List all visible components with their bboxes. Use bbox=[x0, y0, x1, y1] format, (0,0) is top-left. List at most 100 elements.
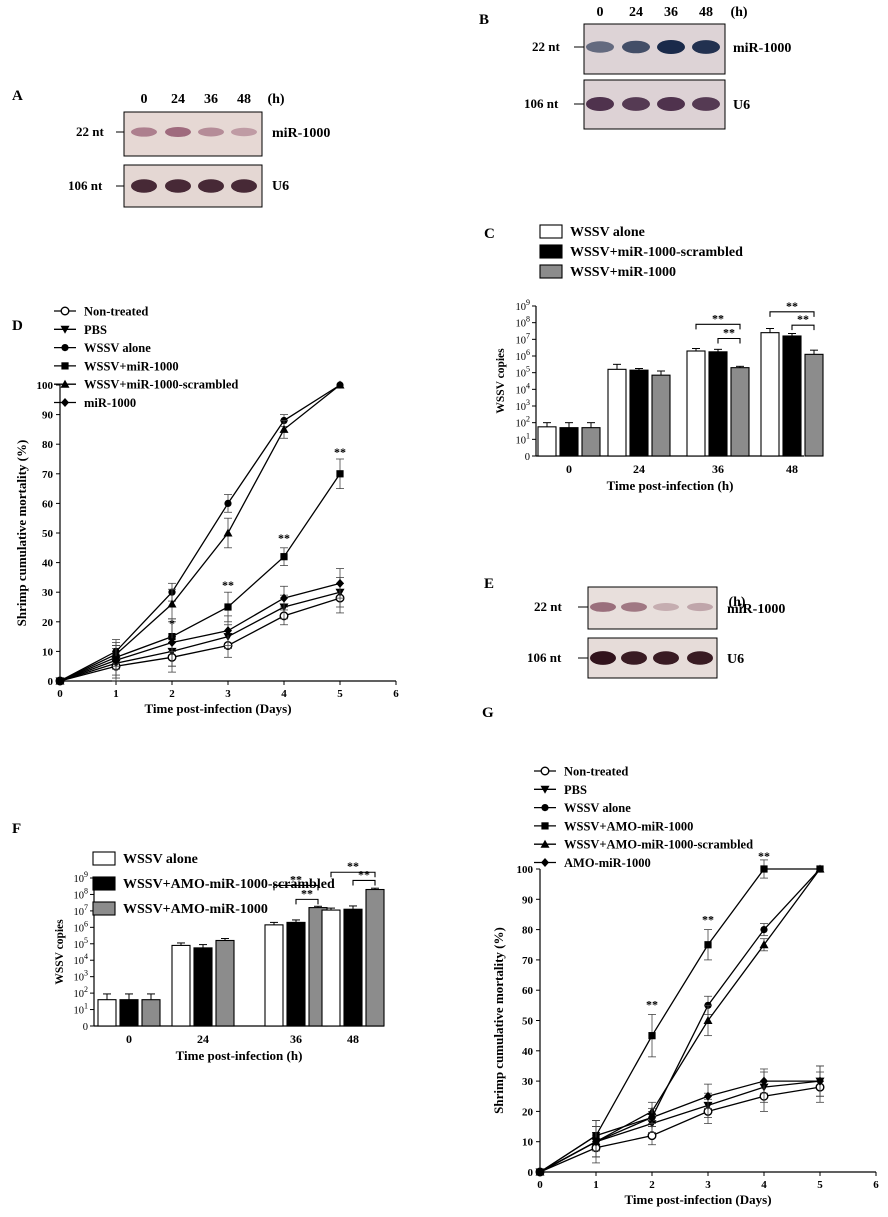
data-point bbox=[759, 940, 769, 949]
legend-swatch bbox=[92, 901, 116, 916]
x-tick-label: 5 bbox=[337, 688, 343, 700]
x-tick-label: 6 bbox=[393, 688, 399, 700]
y-tick-label: 104 bbox=[516, 381, 531, 396]
panel-letter-e: E bbox=[484, 576, 494, 592]
legend-label: WSSV alone bbox=[123, 852, 198, 867]
data-point bbox=[703, 1016, 713, 1024]
blot-b-row2-label: U6 bbox=[733, 98, 750, 113]
legend-label: WSSV+miR-1000 bbox=[84, 359, 179, 373]
blot-a-time-36: 36 bbox=[204, 92, 218, 107]
y-tick-label: 105 bbox=[74, 936, 89, 951]
y-tick-label: 103 bbox=[74, 969, 89, 984]
y-tick-label: 0 bbox=[83, 1022, 88, 1033]
data-point bbox=[541, 858, 549, 867]
blot-a-time-unit: (h) bbox=[267, 92, 284, 107]
legend-label: WSSV alone bbox=[570, 225, 645, 240]
significance-bracket bbox=[330, 871, 376, 878]
data-point bbox=[536, 1167, 544, 1177]
blot-a-row1-size: 22 nt bbox=[76, 124, 104, 139]
series-line bbox=[59, 473, 341, 682]
y-tick-label: 101 bbox=[74, 1002, 89, 1017]
blot-a-band bbox=[131, 179, 157, 193]
series-pbs bbox=[535, 1065, 825, 1177]
x-tick-label: 24 bbox=[197, 1032, 209, 1046]
blot-b-time-24: 24 bbox=[629, 5, 643, 20]
y-axis-label: Shrimp cumulative mortality (%) bbox=[14, 440, 29, 627]
blot-a-band bbox=[131, 127, 157, 137]
blot-e-band bbox=[590, 651, 616, 665]
y-axis-label: WSSV copies bbox=[495, 348, 507, 414]
blot-b-time-0: 0 bbox=[597, 5, 604, 20]
blot-b-band bbox=[622, 97, 650, 111]
series-wssv-amo-mir-1000 bbox=[536, 859, 824, 1176]
blot-a-row2-size: 106 nt bbox=[68, 178, 103, 193]
data-point bbox=[223, 528, 233, 537]
significance-label: ** bbox=[786, 299, 798, 313]
legend-label: Non-treated bbox=[84, 305, 148, 319]
data-point bbox=[704, 941, 712, 949]
panel-letter-g: G bbox=[482, 705, 494, 721]
bar bbox=[119, 999, 139, 1027]
x-tick-label: 2 bbox=[649, 1179, 655, 1191]
blot-e-band bbox=[590, 602, 616, 612]
x-tick-label: 24 bbox=[633, 462, 645, 476]
data-point bbox=[224, 626, 232, 636]
x-tick-label: 36 bbox=[290, 1032, 302, 1046]
x-tick-label: 4 bbox=[761, 1179, 767, 1191]
blot-panel-e: 0 24 36 48 (h) 22 nt 106 nt miR-1000 U6 bbox=[527, 586, 785, 679]
series-non-treated bbox=[535, 1071, 825, 1177]
significance-label: ** bbox=[758, 849, 770, 863]
series-line bbox=[59, 582, 341, 682]
x-tick-label: 4 bbox=[281, 688, 287, 700]
series-line bbox=[539, 868, 821, 1173]
blot-a-band bbox=[165, 179, 191, 193]
legend-label: miR-1000 bbox=[84, 396, 136, 410]
x-tick-label: 48 bbox=[347, 1032, 359, 1046]
bar bbox=[686, 350, 706, 457]
x-tick-label: 0 bbox=[126, 1032, 132, 1046]
series-wssv-alone bbox=[536, 865, 824, 1176]
blot-a-row2-label: U6 bbox=[272, 179, 289, 194]
blot-b-band bbox=[657, 96, 685, 112]
significance-label: ** bbox=[712, 311, 724, 325]
data-point bbox=[60, 325, 70, 334]
significance-label: ** bbox=[702, 913, 714, 927]
data-point bbox=[540, 839, 550, 848]
legend-label: WSSV+AMO-miR-1000-scrambled bbox=[123, 877, 335, 892]
y-tick-label: 103 bbox=[516, 398, 531, 413]
y-tick-label: 106 bbox=[74, 919, 89, 934]
y-tick-label: 108 bbox=[74, 886, 89, 901]
data-point bbox=[336, 578, 344, 588]
bar bbox=[215, 939, 235, 1027]
series-line bbox=[539, 868, 820, 1173]
bar bbox=[193, 947, 213, 1027]
legend-label: WSSV+miR-1000 bbox=[570, 265, 676, 280]
data-point bbox=[815, 864, 825, 873]
panel-letter-c: C bbox=[484, 226, 495, 242]
data-point bbox=[648, 1032, 656, 1040]
y-tick-label: 80 bbox=[522, 925, 534, 937]
y-tick-label: 109 bbox=[74, 870, 89, 885]
blot-e-band bbox=[653, 651, 679, 665]
series-line bbox=[539, 1080, 821, 1173]
blot-b-row1-size: 22 nt bbox=[532, 39, 560, 54]
x-axis-label: Time post-infection (h) bbox=[607, 478, 734, 493]
blot-b-time-36: 36 bbox=[664, 5, 678, 20]
x-tick-label: 1 bbox=[593, 1179, 599, 1191]
blot-b-band bbox=[586, 41, 614, 53]
bar bbox=[286, 921, 306, 1027]
significance-label: ** bbox=[797, 312, 809, 326]
blot-b-band bbox=[692, 40, 720, 54]
bar bbox=[559, 427, 579, 457]
y-tick-label: 70 bbox=[522, 955, 534, 967]
blot-e-time-unit: (h) bbox=[728, 595, 745, 610]
y-tick-label: 10 bbox=[42, 646, 54, 658]
blot-b-band bbox=[657, 40, 685, 54]
y-tick-label: 105 bbox=[516, 365, 531, 380]
y-tick-label: 20 bbox=[522, 1106, 534, 1118]
legend-label: WSSV+miR-1000-scrambled bbox=[84, 378, 238, 392]
blot-b-time-unit: (h) bbox=[730, 5, 747, 20]
